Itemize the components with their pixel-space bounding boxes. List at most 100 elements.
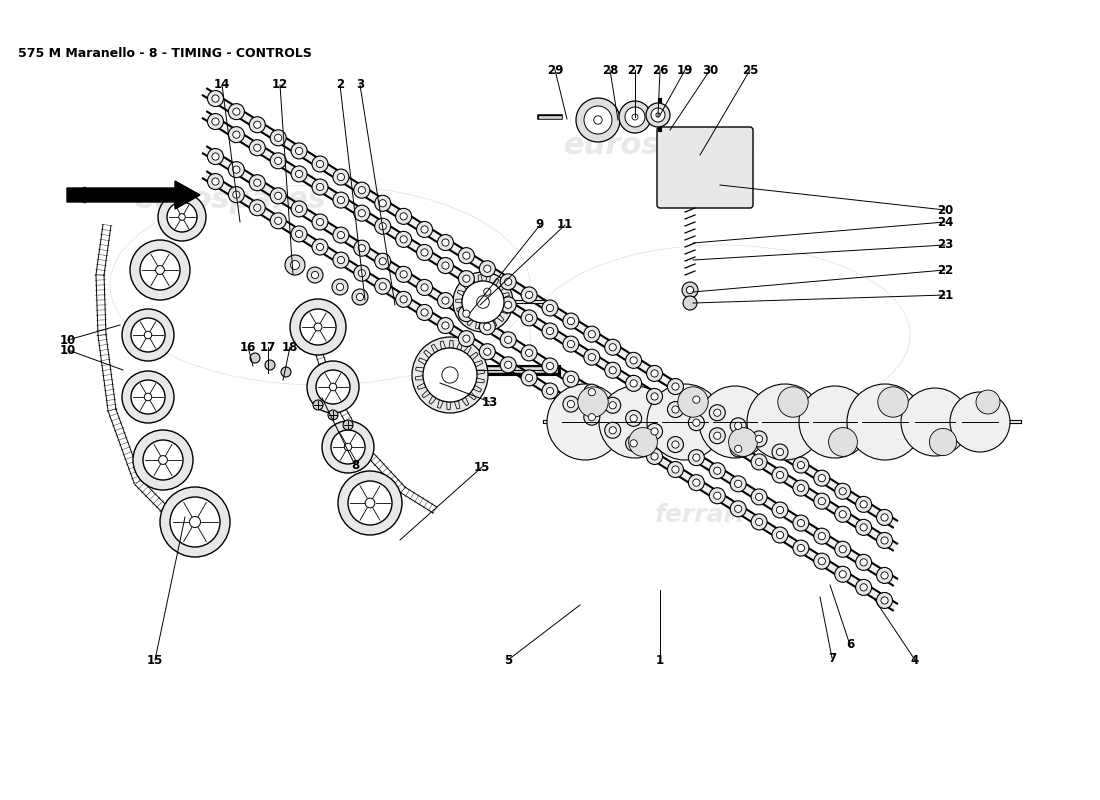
Polygon shape <box>476 378 484 383</box>
Circle shape <box>777 471 783 478</box>
Circle shape <box>542 300 558 316</box>
Circle shape <box>379 282 386 290</box>
Circle shape <box>331 430 365 464</box>
Circle shape <box>296 206 303 213</box>
Circle shape <box>312 239 328 255</box>
Text: eurospares: eurospares <box>133 186 327 214</box>
Circle shape <box>839 546 846 553</box>
Circle shape <box>314 323 322 331</box>
Circle shape <box>630 357 637 364</box>
Circle shape <box>290 299 346 355</box>
Circle shape <box>421 309 428 316</box>
Circle shape <box>588 354 595 361</box>
Circle shape <box>647 389 662 405</box>
Circle shape <box>693 419 700 426</box>
Polygon shape <box>503 293 509 298</box>
Circle shape <box>265 360 275 370</box>
Circle shape <box>584 384 600 400</box>
Circle shape <box>689 450 704 466</box>
Circle shape <box>344 443 352 450</box>
Circle shape <box>756 494 762 501</box>
Text: 12: 12 <box>272 78 288 91</box>
Text: 14: 14 <box>213 78 230 91</box>
Circle shape <box>212 95 219 102</box>
Circle shape <box>628 428 658 456</box>
Circle shape <box>396 208 411 224</box>
Polygon shape <box>416 375 424 380</box>
Circle shape <box>438 234 453 250</box>
Circle shape <box>208 114 223 130</box>
Circle shape <box>563 313 579 329</box>
Circle shape <box>312 156 328 172</box>
Circle shape <box>254 144 261 151</box>
Polygon shape <box>422 390 430 398</box>
Circle shape <box>463 275 470 282</box>
Circle shape <box>417 245 432 261</box>
Circle shape <box>130 240 190 300</box>
Polygon shape <box>493 278 499 286</box>
Circle shape <box>877 567 892 583</box>
Circle shape <box>609 344 616 351</box>
Circle shape <box>328 410 338 420</box>
Text: 13: 13 <box>482 395 498 409</box>
Circle shape <box>814 553 829 569</box>
Polygon shape <box>202 146 898 586</box>
Circle shape <box>626 375 641 391</box>
Circle shape <box>343 420 353 430</box>
Circle shape <box>668 402 683 418</box>
Circle shape <box>484 265 491 272</box>
Text: 6: 6 <box>846 638 854 651</box>
FancyBboxPatch shape <box>657 127 754 208</box>
Circle shape <box>751 431 767 447</box>
Circle shape <box>609 426 616 434</box>
Circle shape <box>568 375 574 382</box>
Circle shape <box>563 336 579 352</box>
Circle shape <box>463 335 470 342</box>
Circle shape <box>229 186 244 202</box>
Circle shape <box>772 467 788 483</box>
Circle shape <box>877 510 892 526</box>
Polygon shape <box>202 172 898 610</box>
Circle shape <box>856 554 871 570</box>
Circle shape <box>793 515 808 531</box>
Circle shape <box>332 279 348 295</box>
Circle shape <box>710 462 725 478</box>
Text: 10: 10 <box>59 343 76 357</box>
Circle shape <box>296 170 303 178</box>
Polygon shape <box>438 400 443 408</box>
Circle shape <box>365 498 375 508</box>
Circle shape <box>505 302 512 309</box>
Text: 15: 15 <box>474 461 491 474</box>
Circle shape <box>647 366 662 382</box>
Circle shape <box>396 291 411 307</box>
Circle shape <box>651 453 658 460</box>
Circle shape <box>233 131 240 138</box>
Text: 19: 19 <box>676 63 693 77</box>
Text: 575 M Maranello - 8 - TIMING - CONTROLS: 575 M Maranello - 8 - TIMING - CONTROLS <box>18 47 312 60</box>
Circle shape <box>421 226 428 233</box>
Polygon shape <box>497 314 504 322</box>
Circle shape <box>354 182 370 198</box>
Circle shape <box>208 90 223 106</box>
Polygon shape <box>491 320 497 327</box>
Circle shape <box>359 210 365 217</box>
Text: 21: 21 <box>937 289 953 302</box>
Circle shape <box>568 401 574 408</box>
Circle shape <box>818 558 825 565</box>
Circle shape <box>500 332 516 348</box>
Circle shape <box>689 414 704 430</box>
Circle shape <box>950 392 1010 452</box>
Text: ferrari: ferrari <box>654 503 746 527</box>
Circle shape <box>296 230 303 238</box>
Polygon shape <box>464 346 471 354</box>
Circle shape <box>158 456 167 464</box>
Circle shape <box>714 492 720 499</box>
Text: 25: 25 <box>741 63 758 77</box>
Polygon shape <box>475 322 481 329</box>
Circle shape <box>751 514 767 530</box>
Circle shape <box>778 387 808 418</box>
Circle shape <box>442 322 449 329</box>
Circle shape <box>122 309 174 361</box>
Circle shape <box>316 370 350 404</box>
Circle shape <box>375 278 390 294</box>
